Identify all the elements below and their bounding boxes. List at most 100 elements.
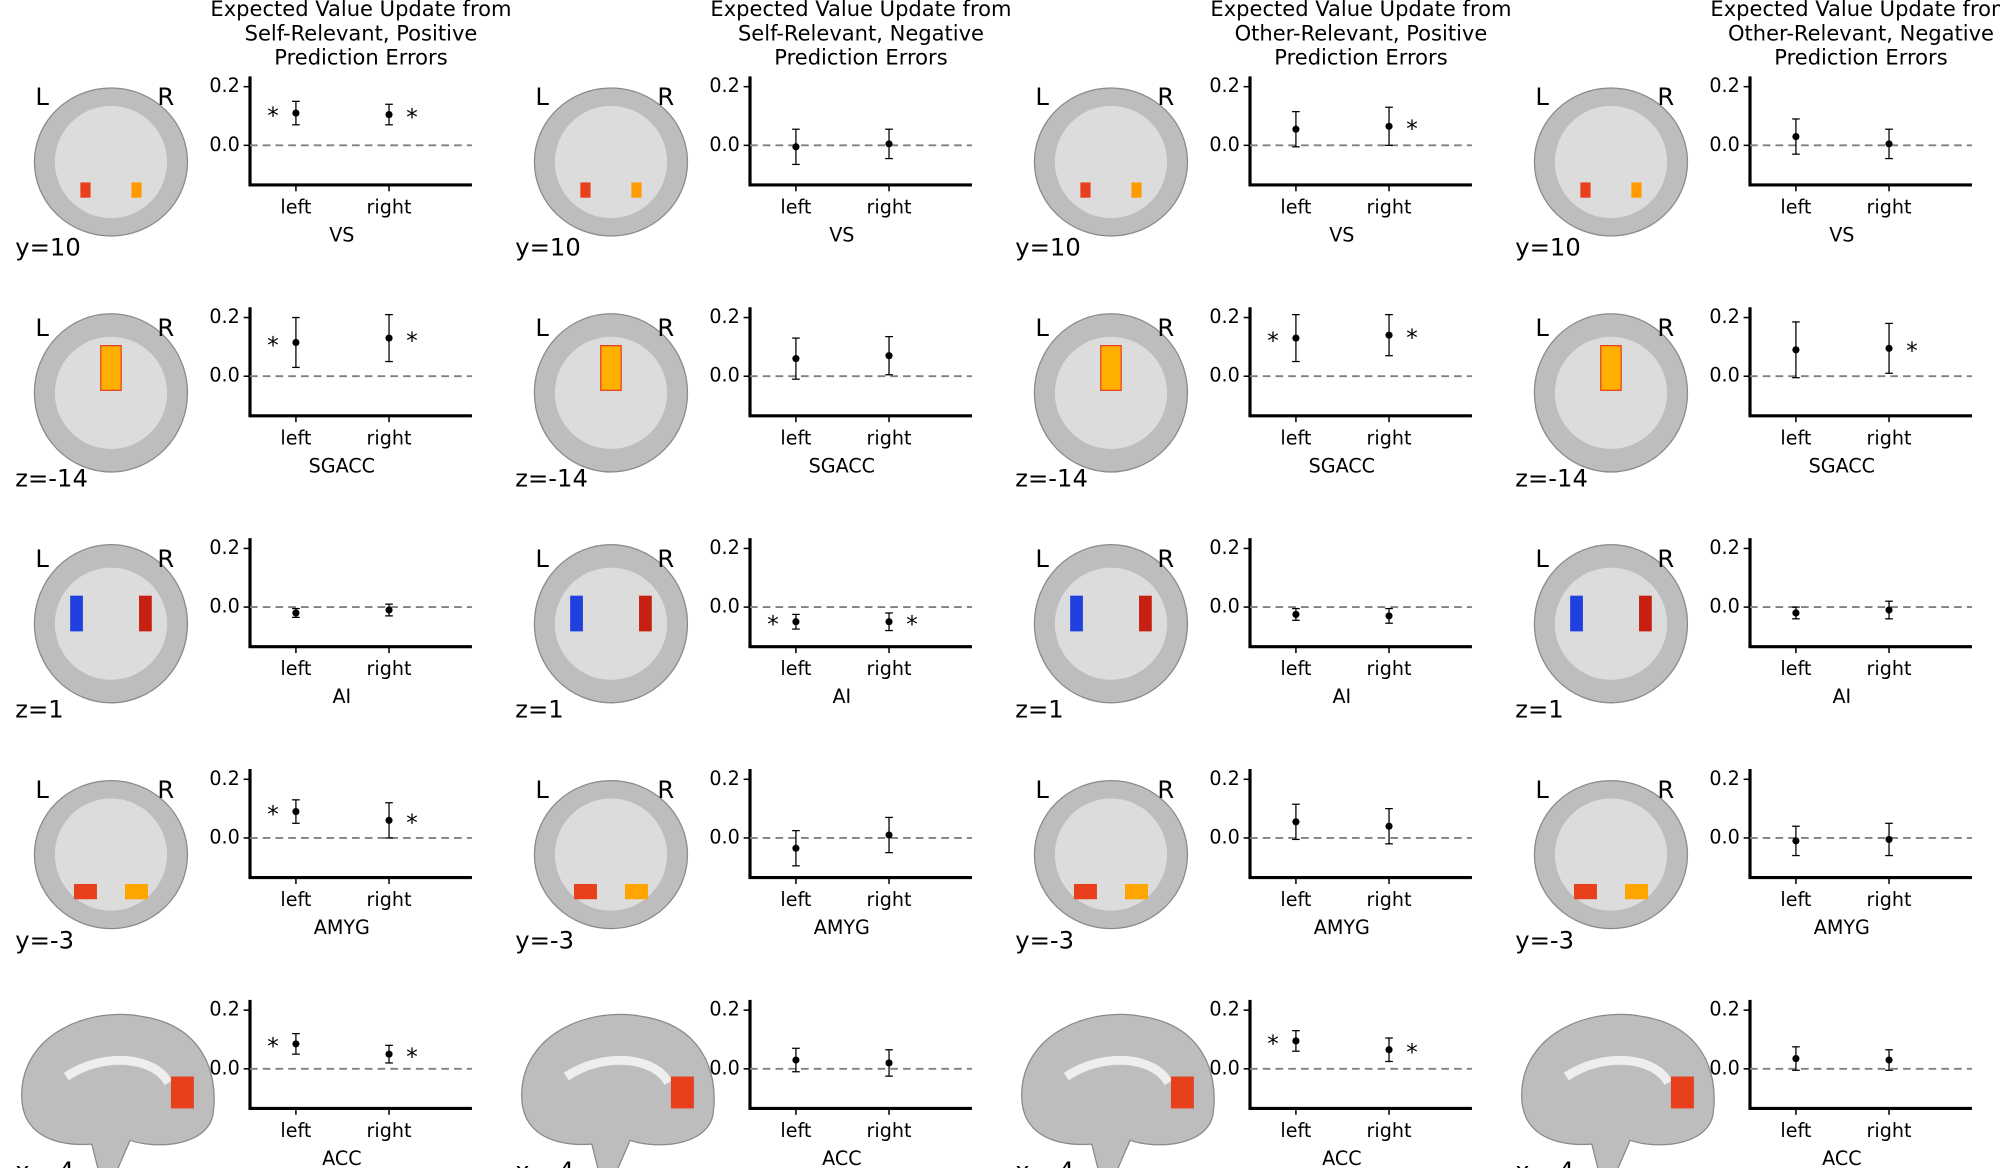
y-tick-label: 0.0: [1209, 825, 1239, 848]
significance-marker: *: [906, 612, 917, 638]
x-axis-label: AMYG: [314, 916, 370, 939]
side-label: R: [657, 776, 674, 804]
point: [885, 352, 893, 360]
x-axis-label: SGACC: [1809, 454, 1875, 477]
brain-outline: [1021, 1013, 1215, 1168]
point: [1792, 837, 1800, 845]
x-tick-label: right: [867, 195, 912, 218]
y-tick-label: 0.2: [709, 74, 739, 97]
activation: [631, 182, 642, 198]
significance-marker: *: [406, 105, 417, 131]
y-tick-label: 0.2: [1209, 305, 1239, 328]
significance-marker: *: [767, 612, 778, 638]
y-tick-label: 0.2: [209, 305, 239, 328]
slice-label: x=-4: [515, 1157, 574, 1168]
significance-marker: *: [1406, 325, 1417, 351]
x-tick-label: left: [1280, 426, 1311, 449]
x-axis-label: ACC: [822, 1147, 861, 1168]
side-label: L: [1035, 314, 1049, 342]
white-matter: [554, 105, 668, 219]
y-tick-label: 0.0: [1709, 595, 1739, 618]
brain-image: [1033, 779, 1189, 930]
point: [292, 109, 300, 117]
x-axis-label: VS: [1829, 223, 1854, 246]
point: [292, 807, 300, 816]
y-tick-label: 0.2: [1709, 536, 1739, 559]
y-tick-label: 0.0: [209, 1056, 239, 1079]
x-tick-label: right: [867, 1119, 912, 1142]
x-axis-label: AMYG: [814, 916, 870, 939]
white-matter: [554, 336, 668, 449]
chart-title: Prediction Errors: [774, 45, 947, 70]
x-tick-label: left: [280, 426, 311, 449]
x-tick-label: right: [367, 888, 412, 911]
side-label: L: [1535, 314, 1549, 342]
corpus: [63, 1055, 173, 1086]
y-tick-label: 0.2: [1209, 536, 1239, 559]
brain-image: [1021, 1013, 1215, 1168]
activation: [1070, 595, 1083, 632]
x-tick-label: left: [780, 657, 811, 680]
activation: [1080, 182, 1091, 198]
point: [385, 816, 393, 824]
x-axis-label: SGACC: [1309, 454, 1375, 477]
slice-label: y=10: [1515, 234, 1580, 262]
x-tick-label: left: [1280, 657, 1311, 680]
point: [885, 618, 893, 626]
point: [1292, 818, 1300, 826]
side-label: R: [157, 545, 174, 573]
side-label: R: [157, 776, 174, 804]
x-tick-label: right: [867, 657, 912, 680]
side-label: L: [1035, 545, 1049, 573]
corpus: [563, 1055, 673, 1086]
brain-image: [521, 1013, 715, 1168]
side-label: L: [535, 314, 549, 342]
slice-label: y=10: [515, 234, 580, 262]
point: [292, 609, 300, 617]
point: [1792, 1054, 1800, 1063]
point: [1385, 822, 1393, 830]
brain-image: [533, 779, 689, 930]
y-tick-label: 0.2: [209, 998, 239, 1021]
x-tick-label: left: [1780, 657, 1811, 680]
activation: [600, 345, 622, 391]
side-label: R: [1157, 545, 1174, 573]
brain-image: [1033, 313, 1189, 473]
slice-label: x=-4: [15, 1157, 74, 1168]
slice-label: y=-3: [515, 926, 574, 954]
x-tick-label: left: [1780, 195, 1811, 218]
y-tick-label: 0.0: [1209, 364, 1239, 387]
y-tick-label: 0.0: [209, 595, 239, 618]
y-tick-label: 0.0: [709, 1056, 739, 1079]
brain-image: [1533, 87, 1689, 237]
x-tick-label: left: [1280, 1119, 1311, 1142]
point: [385, 606, 393, 614]
x-tick-label: left: [1280, 888, 1311, 911]
x-tick-label: left: [280, 1119, 311, 1142]
activation: [1600, 345, 1622, 391]
slice-label: z=1: [515, 695, 563, 723]
corpus: [1563, 1055, 1673, 1086]
y-tick-label: 0.0: [209, 825, 239, 848]
brain-outline: [21, 1013, 215, 1168]
point: [1885, 1056, 1893, 1064]
chart-title: Prediction Errors: [274, 45, 447, 70]
y-tick-label: 0.0: [209, 133, 239, 156]
x-axis-label: AI: [332, 685, 351, 708]
activation: [570, 595, 583, 632]
chart-title: Prediction Errors: [1274, 45, 1447, 70]
slice-label: z=-14: [1015, 465, 1088, 493]
side-label: L: [535, 776, 549, 804]
chart-title: Other-Relevant, Negative: [1728, 20, 1994, 45]
brain-image: [1521, 1013, 1715, 1168]
y-tick-label: 0.2: [1709, 74, 1739, 97]
x-axis-label: AI: [1832, 685, 1851, 708]
y-tick-label: 0.2: [709, 536, 739, 559]
side-label: L: [1535, 545, 1549, 573]
y-tick-label: 0.2: [1209, 767, 1239, 790]
point: [792, 1056, 800, 1064]
point: [1885, 344, 1893, 352]
brain-image: [1533, 544, 1689, 704]
side-label: R: [1657, 83, 1674, 111]
